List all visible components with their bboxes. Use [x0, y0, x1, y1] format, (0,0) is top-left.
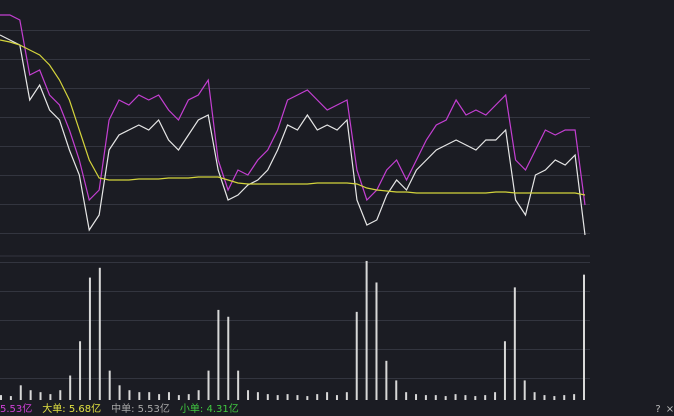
help-button[interactable]: ?: [655, 404, 660, 415]
line: [0, 39, 586, 196]
volume-bar: [227, 316, 230, 400]
line: [0, 14, 586, 206]
volume-bar: [128, 390, 131, 400]
volume-bar: [494, 392, 497, 400]
volume-bar: [335, 395, 338, 400]
volume-bar: [454, 394, 457, 400]
volume-bar: [0, 395, 2, 400]
volume-bar: [88, 277, 91, 400]
volume-bar: [247, 390, 250, 400]
volume-bar: [187, 394, 190, 400]
status-item: 小单: 4.31亿: [180, 402, 239, 415]
volume-bar: [98, 267, 101, 400]
volume-bar: [316, 394, 319, 400]
volume-bar: [296, 395, 299, 400]
volume-bar: [474, 396, 477, 400]
volume-bar: [573, 394, 576, 400]
volume-bar: [39, 392, 42, 400]
volume-bar: [484, 395, 487, 400]
volume-bar: [69, 375, 72, 400]
volume-bar: [197, 390, 200, 400]
volume-bar: [583, 274, 585, 400]
volume-bar: [306, 396, 309, 400]
volume-bar: [286, 394, 289, 400]
volume-bar: [424, 395, 427, 400]
volume-bar: [9, 396, 12, 400]
volume-bar: [563, 395, 566, 400]
volume-bar: [434, 395, 437, 400]
volume-bar: [217, 309, 220, 400]
volume-bar: [59, 390, 62, 400]
volume-bar: [326, 392, 329, 400]
volume-bar: [138, 392, 141, 400]
volume-bar: [49, 394, 52, 400]
volume-bar: [385, 360, 388, 400]
volume-bar: [503, 341, 506, 400]
status-item: 5.53亿: [0, 402, 32, 415]
volume-bar: [207, 370, 210, 400]
status-item: 中单: 5.53亿: [111, 402, 170, 415]
line: [0, 34, 586, 236]
volume-bar: [276, 395, 279, 400]
volume-bar: [167, 392, 170, 400]
volume-bar: [19, 385, 22, 400]
volume-bar: [256, 392, 259, 400]
close-button[interactable]: ×: [666, 404, 674, 415]
volume-bar: [118, 385, 121, 400]
volume-bar: [444, 396, 447, 400]
volume-bar: [355, 311, 358, 400]
volume-bar: [464, 395, 467, 400]
status-item: 大单: 5.68亿: [42, 402, 101, 415]
volume-bar: [395, 380, 398, 400]
volume-bar: [158, 394, 161, 400]
volume-bar: [237, 370, 240, 400]
volume-bar: [177, 395, 180, 400]
volume-bar: [108, 370, 111, 400]
volume-bar: [266, 394, 269, 400]
volume-bar: [375, 282, 378, 400]
volume-bar: [533, 392, 536, 400]
volume-bar: [365, 260, 368, 400]
volume-bar: [543, 395, 546, 400]
volume-bar: [29, 390, 32, 400]
volume-bar: [523, 380, 526, 400]
volume-bar: [148, 392, 151, 400]
volume-bar: [405, 392, 408, 400]
volume-bar: [553, 396, 556, 400]
volume-bar: [415, 394, 418, 400]
volume-bar: [79, 341, 82, 400]
volume-bar: [513, 287, 516, 400]
volume-bar: [345, 392, 348, 400]
